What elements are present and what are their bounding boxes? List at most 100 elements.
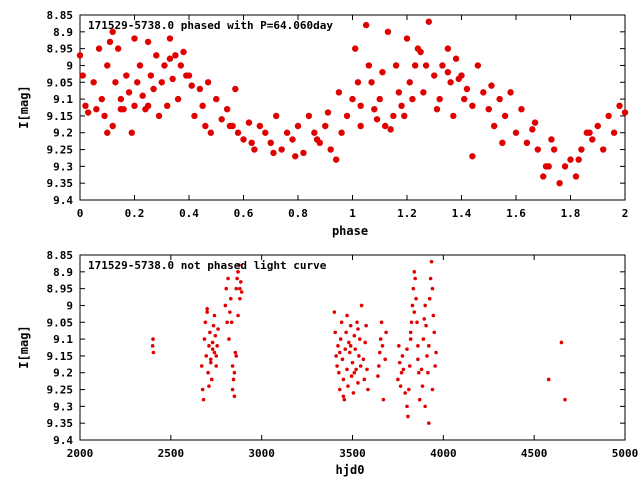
data-point [396, 377, 400, 382]
y-tick-label: 8.85 [47, 249, 74, 262]
y-tick-label: 8.9 [53, 266, 73, 279]
x-tick-label: 4000 [430, 447, 457, 460]
data-point [376, 374, 380, 378]
data-point [447, 79, 454, 86]
data-point [534, 146, 541, 153]
data-point [205, 310, 209, 314]
data-point [213, 333, 218, 338]
data-point [332, 310, 337, 314]
data-point [379, 68, 386, 76]
data-point [491, 122, 498, 130]
data-point [109, 28, 116, 36]
data-point [377, 350, 382, 355]
y-tick-label: 9.3 [53, 160, 73, 173]
data-point [104, 62, 111, 69]
data-point [343, 112, 351, 120]
y-tick-label: 8.85 [47, 9, 74, 22]
y-tick-label: 9.15 [47, 350, 74, 363]
data-point [382, 122, 389, 130]
data-point [353, 347, 358, 351]
data-point [431, 72, 438, 79]
y-axis-label: I[mag] [17, 325, 31, 368]
data-point [406, 414, 410, 419]
data-point [144, 38, 152, 46]
data-point [84, 109, 92, 116]
data-point [230, 387, 235, 392]
x-tick-label: 1.8 [561, 207, 581, 220]
data-point [292, 153, 299, 160]
data-point [166, 55, 174, 62]
data-point [401, 367, 406, 372]
data-point [248, 139, 255, 147]
data-point [420, 384, 425, 388]
data-point [158, 79, 165, 86]
data-point [215, 344, 219, 348]
data-point [417, 397, 422, 402]
data-point [332, 156, 340, 163]
x-tick-label: 1.2 [397, 207, 417, 220]
data-point [501, 112, 509, 120]
y-tick-label: 9.2 [53, 127, 73, 140]
x-tick-label: 0.8 [288, 207, 308, 220]
data-point [561, 163, 569, 170]
data-point [76, 52, 84, 59]
data-point [420, 89, 427, 96]
data-point [155, 112, 163, 120]
data-point [425, 354, 429, 358]
data-point [207, 344, 211, 348]
x-tick-label: 2 [622, 207, 629, 220]
x-tick-label: 0.2 [125, 207, 145, 220]
y-tick-label: 9.1 [53, 93, 73, 106]
data-point [621, 109, 629, 116]
data-point [125, 89, 133, 96]
data-point [202, 122, 209, 130]
data-point [199, 364, 204, 368]
data-point [542, 163, 550, 170]
data-point [474, 62, 482, 69]
data-point [131, 35, 138, 42]
data-point [106, 38, 114, 46]
data-point [338, 129, 345, 136]
data-point [212, 350, 217, 355]
data-point [427, 296, 432, 301]
data-point [398, 384, 403, 388]
data-point [409, 320, 414, 325]
data-point [373, 116, 381, 123]
data-point [337, 350, 342, 355]
data-point [333, 330, 338, 335]
data-point [224, 286, 229, 291]
data-point [350, 360, 355, 365]
data-point [431, 313, 436, 318]
data-point [236, 270, 240, 274]
data-point [238, 280, 243, 284]
axis-ticks: 0 0.2 0.4 0.6 0.8 1 1.2 1.4 1.6 1.8 2 8.85 8.9 8.95 9 9… [47, 9, 629, 220]
data-point [161, 62, 168, 69]
data-point [227, 337, 231, 341]
data-point [356, 327, 360, 331]
data-point [238, 286, 242, 291]
y-tick-label: 9 [66, 299, 73, 312]
data-point [348, 323, 353, 328]
data-point [273, 112, 280, 120]
data-point [93, 105, 100, 113]
data-point [225, 320, 229, 325]
data-point [349, 374, 354, 378]
data-point [407, 387, 411, 392]
data-point [616, 102, 623, 110]
data-point [169, 75, 176, 83]
data-point [230, 364, 235, 368]
x-tick-label: 3000 [248, 447, 275, 460]
data-point [572, 173, 580, 180]
data-point [337, 370, 341, 375]
data-point [305, 112, 313, 120]
data-point [529, 126, 536, 133]
data-point [90, 79, 97, 86]
data-point [101, 112, 108, 120]
data-points [150, 259, 567, 425]
data-point [423, 303, 427, 308]
data-point [177, 62, 185, 69]
data-point [237, 263, 241, 267]
data-point [365, 62, 373, 69]
plot-frame [79, 14, 626, 201]
